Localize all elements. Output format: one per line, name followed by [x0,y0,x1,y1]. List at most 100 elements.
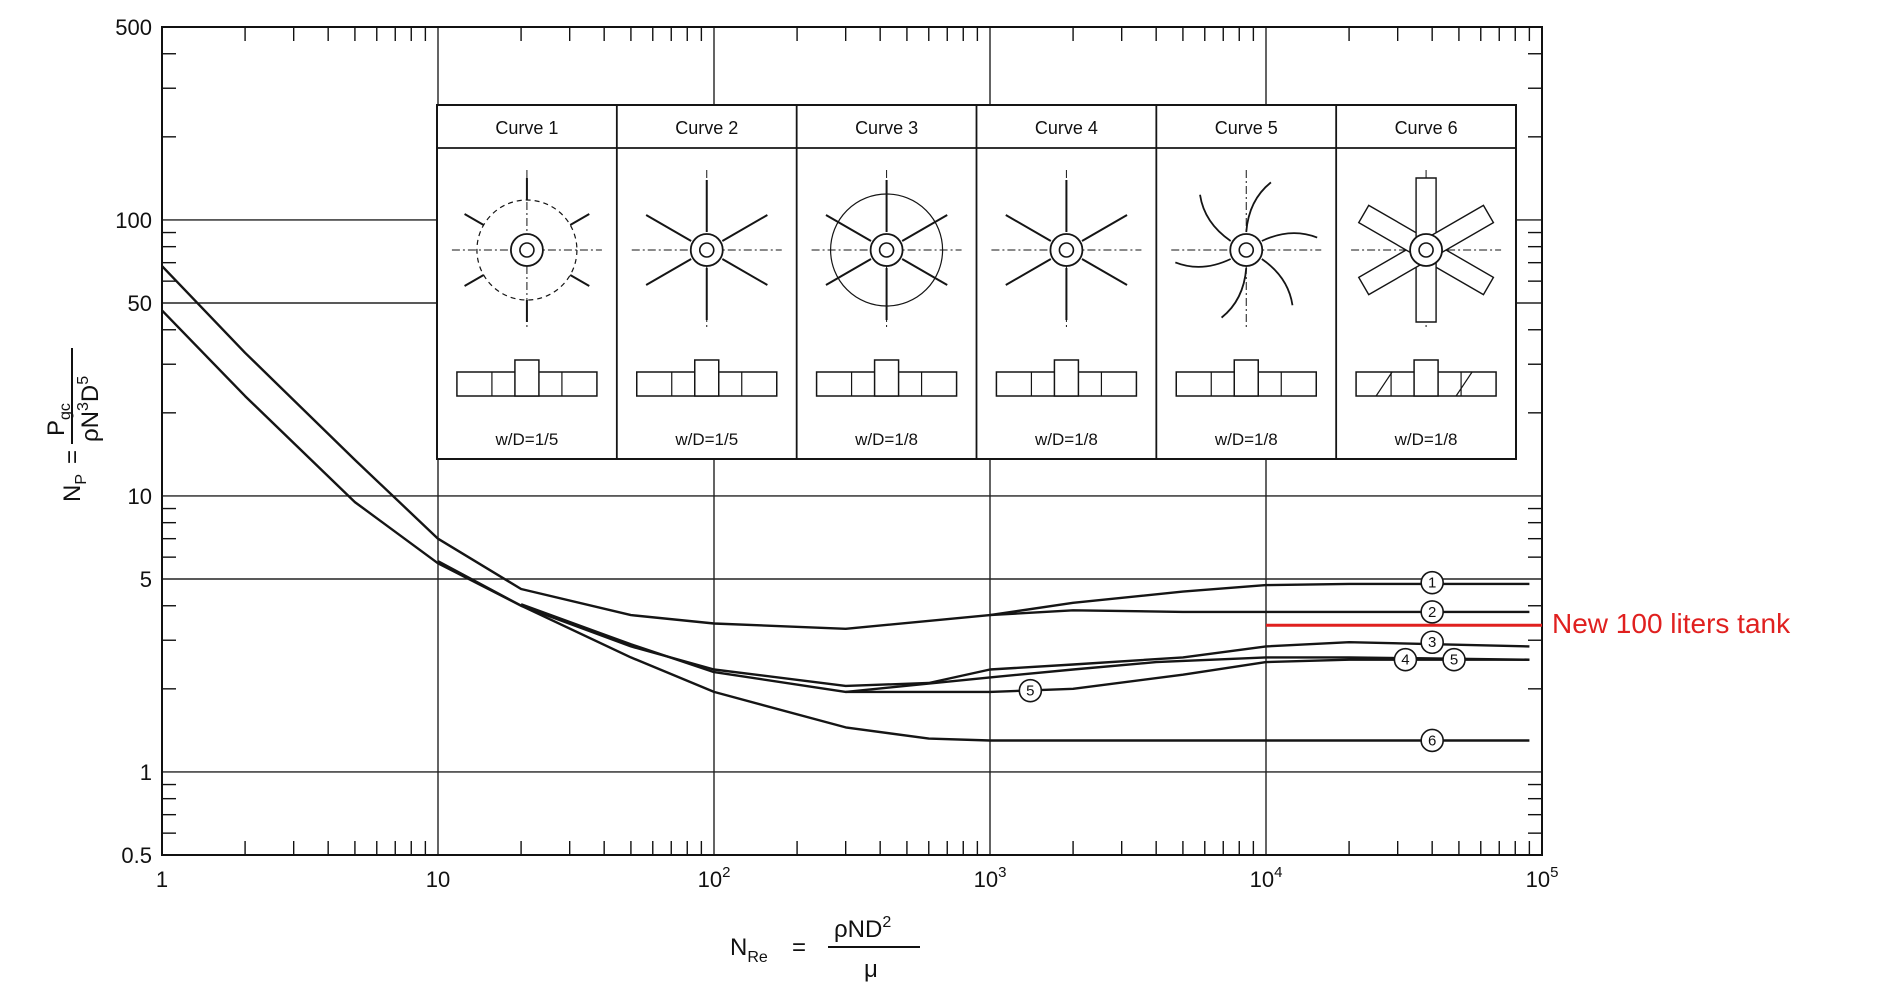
curve-marker-label-1: 1 [1428,575,1436,592]
impeller-blade [569,213,590,226]
curve-marker-label-4: 4 [1401,652,1409,669]
x-tick-label: 10 [426,867,450,892]
impeller-side-hub [1053,359,1080,397]
impeller-drawing [1351,170,1502,397]
impeller-shaft [519,242,535,258]
x-tick-label: 103 [974,864,1007,892]
x-tick-label: 105 [1526,864,1559,892]
impeller-blade [901,214,948,242]
y-tick-label: 0.5 [121,843,152,868]
y-axis-title: NP = Pgc ρN3D5 [43,348,104,502]
curve-2 [989,609,1530,617]
impeller-blade [1261,232,1318,242]
y-tick-label: 5 [140,567,152,592]
impeller-side-hub [873,359,900,397]
impeller-drawing [1171,170,1322,397]
impeller-blade [464,213,485,226]
x-tick-label: 102 [698,864,731,892]
impeller-drawing [451,170,602,397]
panel-title: Curve 5 [1215,118,1278,138]
curve-marker-circle-4 [1393,647,1418,672]
impeller-side-pitch [1455,371,1473,397]
panel-title: Curve 6 [1395,118,1458,138]
curves [161,265,1530,742]
y-tick-label: 10 [128,484,152,509]
panel-title: Curve 2 [675,118,738,138]
panel-wd-ratio: w/D=1/5 [674,430,738,449]
panel-wd-ratio: w/D=1/8 [1034,430,1098,449]
impeller-blade [1199,194,1232,242]
curve-marker-circle-3 [1420,630,1444,655]
x-axis-den: μ [864,956,878,983]
impeller-shaft [698,242,715,258]
impeller-drawing [991,170,1142,397]
annotation-label: New 100 liters tank [1552,608,1791,639]
curve-marker-circle-5 [1018,678,1043,703]
impeller-blade [721,258,768,286]
curve-3 [161,309,1530,688]
curve-1 [161,265,1530,630]
y-axis-lhs: NP [59,474,90,502]
impeller-drawing [631,170,782,397]
y-tick-label: 1 [140,760,152,785]
curve-marker-label-6: 6 [1428,732,1436,749]
panel-wd-ratio: w/D=1/8 [1214,430,1278,449]
y-tick-label: 500 [115,15,152,40]
minor-ticks [162,27,1542,855]
impeller-blade [825,214,872,242]
curve-marker-label-2: 2 [1428,604,1436,621]
x-axis-lhs: NRe [730,934,768,966]
impeller-blade [1081,258,1128,286]
curve-markers: 1 2 3 4 5 5 6 [1018,570,1466,753]
impeller-blade [464,274,485,287]
impeller-shaft [1418,242,1434,258]
impeller-blade [569,274,590,287]
impeller-blade [1220,267,1248,319]
x-axis-eq: = [792,934,806,961]
impeller-side-pitch [1375,371,1393,397]
y-tick-label: 50 [128,291,152,316]
curve-6 [437,560,1530,742]
panel-title: Curve 4 [1035,118,1098,138]
impeller-blade [1245,181,1272,233]
impeller-blade [901,258,948,286]
y-axis-den: ρN3D5 [75,376,104,442]
x-axis-num: ρND2 [834,914,891,943]
y-axis-num: Pgc [43,403,74,436]
curve-marker-circle-1 [1420,570,1444,595]
impeller-side-hub [1233,359,1259,397]
impeller-blade [1005,258,1052,286]
curve-marker-circle-6 [1420,728,1444,753]
y-axis-eq: = [59,450,86,464]
annotation: New 100 liters tank [1266,608,1791,639]
impeller-blade [1175,258,1232,268]
x-tick-label: 1 [156,867,168,892]
impeller-blade [1081,214,1128,242]
impeller-shaft [1058,242,1075,258]
x-axis-title: NRe = ρND2 μ [730,914,920,983]
curve-marker-label-5: 5 [1450,652,1458,669]
panel-wd-ratio: w/D=1/5 [494,430,558,449]
curve-5 [845,658,1530,694]
curve-marker-label-5: 5 [1026,683,1034,700]
impeller-side-hub [694,359,720,397]
impeller-blade [721,214,768,242]
impeller-blade [825,258,872,286]
impeller-blade [1261,258,1294,306]
impeller-drawing [811,170,962,397]
panel-title: Curve 3 [855,118,918,138]
impeller-inset: Curve 1 w/D=1/5 Curve 2 w/D=1/5 Curve 3 w/D=1… [436,104,1517,460]
plot-frame [161,26,1543,856]
panel-wd-ratio: w/D=1/8 [854,430,918,449]
panel-title: Curve 1 [495,118,558,138]
panel-wd-ratio: w/D=1/8 [1394,430,1458,449]
impeller-blade [645,258,692,286]
curve-marker-circle-5 [1442,647,1466,672]
impeller-blade [645,214,692,242]
impeller-blade [1005,214,1052,242]
y-tick-label: 100 [115,208,152,233]
x-tick-label: 104 [1250,864,1283,892]
impeller-shaft [878,242,895,258]
